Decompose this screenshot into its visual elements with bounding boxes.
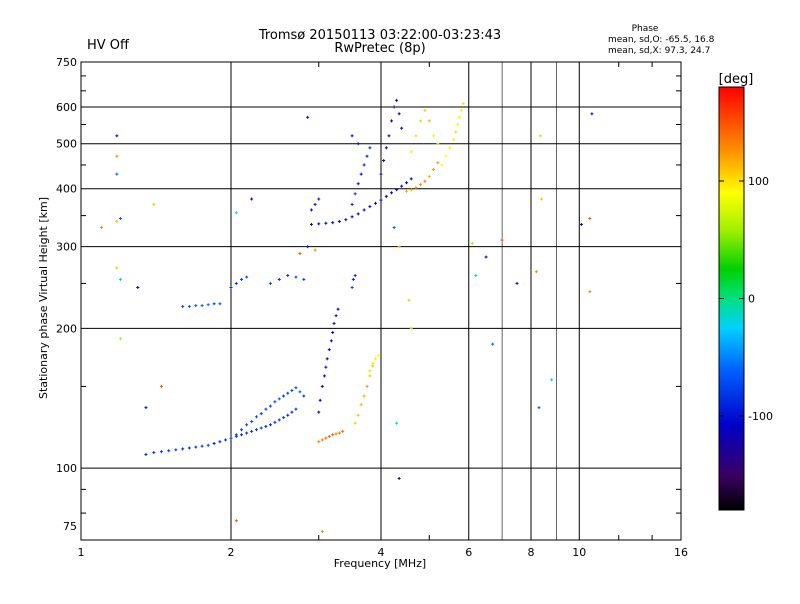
y-tick-labels: 75 100 200 300 400 500 600 750 bbox=[56, 56, 77, 533]
series-x-trace-lower bbox=[317, 429, 345, 444]
colorbar-tick-label: -100 bbox=[748, 410, 773, 423]
series-upper-cluster bbox=[379, 98, 404, 176]
x-tick-label: 2 bbox=[228, 546, 235, 559]
x-tick-label: 4 bbox=[378, 546, 385, 559]
y-tick-label: 600 bbox=[56, 101, 77, 114]
x-tick-label: 8 bbox=[528, 546, 535, 559]
series-upper-o-trace-2 bbox=[309, 134, 372, 212]
series-lower-o-trace bbox=[144, 407, 298, 456]
series-noise bbox=[100, 112, 594, 534]
series-upper-x-trace bbox=[404, 161, 440, 193]
y-tick-label: 750 bbox=[56, 56, 77, 69]
grid-lines bbox=[81, 62, 681, 540]
x-tick-labels: 1 2 4 6 8 10 16 bbox=[78, 546, 689, 559]
x-tick-label: 16 bbox=[674, 546, 688, 559]
phase-stat-x: mean, sd,X: 97.3, 24.7 bbox=[608, 46, 710, 56]
y-tick-label: 400 bbox=[56, 183, 77, 196]
series-mid-scatter bbox=[229, 274, 357, 290]
hv-status-label: HV Off bbox=[87, 38, 130, 53]
colorbar-unit: [deg] bbox=[719, 72, 754, 87]
x-tick-label: 6 bbox=[465, 546, 472, 559]
colorbar-tick-label: 100 bbox=[748, 175, 769, 188]
colorbar-tick-label: 0 bbox=[748, 293, 755, 306]
series-upper-o-trace bbox=[309, 177, 413, 226]
y-tick-label: 500 bbox=[56, 138, 77, 151]
y-tick-label: 200 bbox=[56, 322, 77, 335]
phase-header: Phase bbox=[632, 24, 659, 34]
series-mid-cluster bbox=[181, 302, 222, 308]
y-axis-label: Stationary phase Virtual Height [km] bbox=[37, 197, 50, 399]
x-axis-label: Frequency [MHz] bbox=[334, 557, 426, 570]
series-steep-o-trace bbox=[317, 307, 340, 414]
colorbar-ticks: 100 0 -100 bbox=[719, 175, 773, 423]
series-upper-x-trace-high bbox=[440, 102, 465, 167]
data-points bbox=[100, 98, 594, 534]
y-tick-label: 100 bbox=[56, 462, 77, 475]
series-x-trace-rise bbox=[353, 364, 375, 425]
series-x-trace-top bbox=[368, 353, 380, 373]
x-tick-label: 10 bbox=[572, 546, 586, 559]
chart-title: Tromsø 20150113 03:22:00-03:23:43 bbox=[258, 28, 501, 43]
x-tick-label: 1 bbox=[78, 546, 85, 559]
phase-stat-o: mean, sd,O: -65.5, 16.8 bbox=[608, 35, 715, 45]
series-upper-mixed bbox=[409, 108, 440, 154]
chart-subtitle: RwPretec (8p) bbox=[334, 41, 425, 56]
y-tick-label: 300 bbox=[56, 241, 77, 254]
y-tick-label: 75 bbox=[63, 520, 77, 533]
series-lower-cluster bbox=[234, 386, 306, 437]
